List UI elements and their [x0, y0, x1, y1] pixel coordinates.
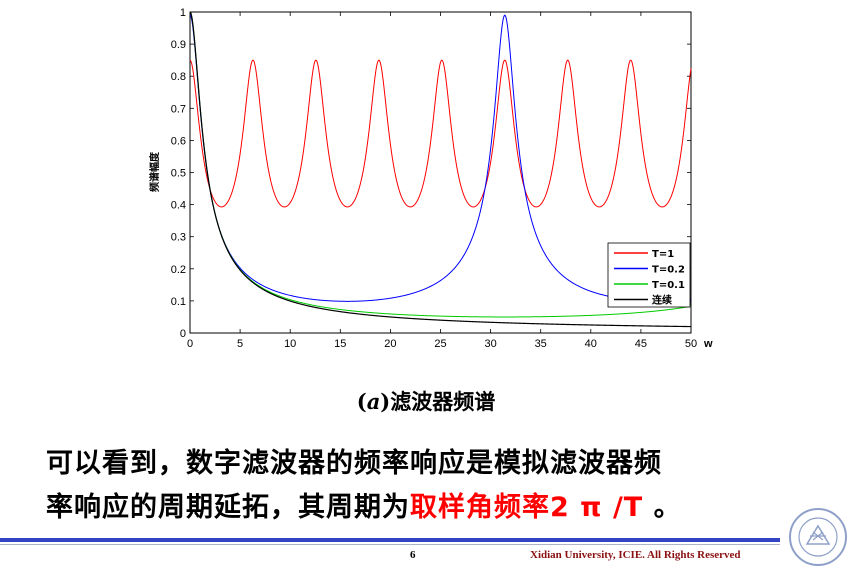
explanation-line-1: 可以看到，数字滤波器的频率响应是模拟滤波器频	[46, 448, 662, 479]
legend: T=1 T=0.2 T=0.1 连续	[607, 242, 691, 308]
legend-label: T=0.1	[652, 280, 685, 291]
x-tick-label: 45	[635, 338, 647, 350]
legend-label: 连续	[652, 294, 672, 307]
y-tick-label: 0.4	[171, 200, 186, 212]
footer-divider	[0, 544, 780, 545]
y-tick-label: 0.2	[171, 264, 186, 276]
y-tick-label: 0.8	[171, 71, 186, 83]
y-tick-label: 0.6	[171, 135, 186, 147]
x-tick-label: 30	[484, 338, 496, 350]
y-axis-label: 频谱幅度	[148, 151, 161, 192]
x-tick-label: 5	[237, 338, 243, 350]
legend-label: T=0.2	[652, 265, 685, 276]
highlight-sampling-frequency: 取样角频率2 π /T	[410, 492, 644, 523]
plot-area	[189, 11, 692, 334]
x-tick-label: 40	[585, 338, 597, 350]
legend-label: T=1	[652, 249, 674, 260]
series-line-4	[189, 11, 692, 328]
explanation-text: 可以看到，数字滤波器的频率响应是模拟滤波器频 率响应的周期延拓，其周期为取样角频…	[46, 442, 836, 530]
series-line-1	[189, 59, 692, 208]
x-tick-label: 20	[384, 338, 396, 350]
y-tick-label: 0.9	[171, 39, 186, 51]
x-tick-label: 25	[434, 338, 446, 350]
footer-copyright: Xidian University, ICIE. All Rights Rese…	[530, 549, 741, 561]
series-line-3	[189, 11, 692, 318]
y-tick-label: 0.5	[171, 168, 186, 180]
figure-caption: (a)滤波器频谱	[356, 389, 496, 414]
explanation-line-2: 率响应的周期延拓，其周期为取样角频率2 π /T 。	[46, 492, 682, 523]
x-tick-label: 15	[334, 338, 346, 350]
x-axis-label: w	[703, 338, 713, 350]
y-tick-label: 0.7	[171, 103, 186, 115]
y-tick-label: 0	[180, 328, 186, 340]
y-tick-label: 1	[180, 7, 186, 19]
filter-spectrum-chart: 0 0.1 0.2 0.3 0.4 0.5 0.6 0.7 0.8 0.9 1 0 5 10 15 20 25…	[148, 7, 713, 350]
university-logo-icon	[789, 508, 847, 566]
x-tick-label: 0	[187, 338, 193, 350]
series-line-2	[189, 14, 692, 302]
x-tick-label: 50	[685, 338, 697, 350]
x-tick-label: 10	[284, 338, 296, 350]
footer-accent-bar	[0, 538, 780, 542]
x-tick-label: 35	[535, 338, 547, 350]
y-tick-label: 0.1	[171, 296, 186, 308]
page-number: 6	[410, 549, 416, 561]
y-tick-label: 0.3	[171, 232, 186, 244]
